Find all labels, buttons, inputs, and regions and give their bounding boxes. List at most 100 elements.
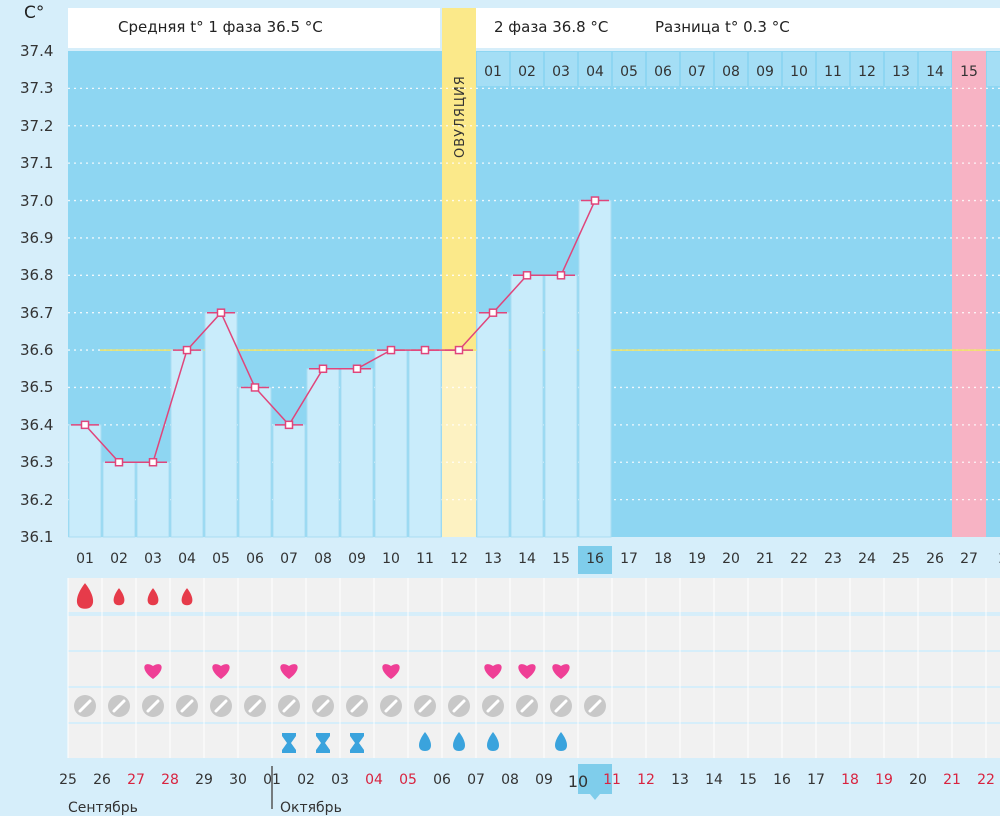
temperature-point: [216, 308, 226, 317]
calendar-date-label: 19: [875, 772, 893, 788]
calendar-date-label: 12: [637, 772, 655, 788]
cycle-day-label: 07: [280, 551, 298, 567]
temperature-bar: [476, 312, 510, 538]
temperature-bar: [340, 368, 374, 538]
calendar-date-label: 06: [433, 772, 451, 788]
pill-slash: [554, 699, 568, 713]
heart-icon: [212, 664, 230, 679]
cycle-day-label: 21: [756, 551, 774, 567]
temperature-bar: [306, 368, 340, 538]
luteal-day-label: 1: [986, 64, 1000, 80]
y-tick-label: 36.3: [20, 453, 54, 472]
calendar-date-label: 29: [195, 772, 213, 788]
heart-icon: [518, 664, 536, 679]
cycle-day-label: 15: [552, 551, 570, 567]
y-tick-label: 37.4: [20, 42, 54, 60]
y-axis-unit: C°: [24, 3, 45, 23]
pill-slash: [248, 699, 262, 713]
cycle-day-label: 20: [722, 551, 740, 567]
cycle-day-label: 04: [178, 551, 196, 567]
temperature-point: [522, 271, 532, 280]
temperature-point: [556, 271, 566, 280]
pill-slash: [282, 699, 296, 713]
calendar-date-label: 07: [467, 772, 485, 788]
luteal-day-label: 05: [620, 64, 638, 80]
luteal-day-cell: [681, 52, 713, 86]
luteal-day-label: 04: [586, 64, 604, 80]
luteal-day-cell: [817, 52, 849, 86]
luteal-day-label: 12: [858, 64, 876, 80]
temperature-bar: [578, 200, 612, 538]
hourglass-discharge-icon: [316, 733, 330, 753]
temperature-point: [284, 420, 294, 430]
temperature-point: [386, 345, 396, 355]
today-cycle-day-box: [578, 546, 612, 574]
blood-drop-icon: [76, 583, 94, 609]
cycle-day-label: 11: [416, 551, 434, 567]
calendar-date-label: 21: [943, 772, 961, 788]
luteal-day-label: 02: [518, 64, 536, 80]
cycle-day-label: 10: [382, 551, 400, 567]
calendar-date-label: 22: [977, 772, 995, 788]
calendar-date-label: 18: [841, 772, 859, 788]
luteal-day-label: 07: [688, 64, 706, 80]
water-drop-icon: [555, 732, 567, 751]
y-tick-label: 36.4: [20, 415, 54, 434]
calendar-date-label: 30: [229, 772, 247, 788]
temperature-point: [148, 457, 158, 467]
luteal-day-cell: [477, 52, 509, 86]
calendar-date-label: 01: [263, 772, 281, 788]
symbol-row: [68, 616, 1000, 650]
luteal-day-label: 03: [552, 64, 570, 80]
luteal-day-label: 08: [722, 64, 740, 80]
cycle-day-label: 02: [110, 551, 128, 567]
pill-slash: [384, 699, 398, 713]
cycle-day-label: 27: [960, 551, 978, 567]
temperature-point: [420, 345, 430, 355]
calendar-date-label: 13: [671, 772, 689, 788]
heart-icon: [280, 664, 298, 679]
luteal-day-cell: [919, 52, 951, 86]
cycle-day-label: 08: [314, 551, 332, 567]
pill-slash: [350, 699, 364, 713]
temperature-bar: [204, 312, 238, 538]
luteal-day-highlight: [952, 51, 986, 87]
hourglass-discharge-icon: [350, 733, 364, 753]
calendar-date-label: 10: [567, 772, 589, 791]
cycle-day-label: 23: [824, 551, 842, 567]
ovulation-label: ОВУЛЯЦИЯ: [453, 75, 468, 158]
heart-icon: [144, 664, 162, 679]
pill-slash: [316, 699, 330, 713]
luteal-day-cell: [851, 52, 883, 86]
pill-slash: [146, 699, 160, 713]
calendar-date-label: 14: [705, 772, 723, 788]
y-tick-label: 37.3: [20, 79, 54, 98]
temperature-point: [318, 364, 328, 374]
calendar-date-label: 09: [535, 772, 553, 788]
water-drop-icon: [419, 732, 431, 751]
temperature-bar: [136, 461, 170, 538]
luteal-day-cell: [987, 52, 1000, 86]
temperature-bar: [170, 349, 204, 538]
y-tick-label: 36.8: [20, 266, 54, 285]
cycle-day-label: 2: [986, 551, 1000, 567]
hourglass-discharge-icon: [282, 733, 296, 753]
symbol-row: [68, 578, 1000, 612]
pill-slash: [180, 699, 194, 713]
cycle-day-label: 17: [620, 551, 638, 567]
luteal-day-cell: [749, 52, 781, 86]
cycle-day-label: 24: [858, 551, 876, 567]
pill-slash: [78, 699, 92, 713]
calendar-date-label: 17: [807, 772, 825, 788]
temperature-point: [488, 308, 498, 317]
phase2-average: 2 фаза 36.8 °C: [494, 18, 609, 36]
blood-drop-icon: [181, 588, 193, 606]
today-date-box: [578, 764, 612, 794]
temperature-line: [84, 200, 596, 463]
water-drop-icon: [487, 732, 499, 751]
heart-icon: [484, 664, 502, 679]
blood-drop-icon: [147, 588, 159, 606]
cycle-day-label: 26: [926, 551, 944, 567]
